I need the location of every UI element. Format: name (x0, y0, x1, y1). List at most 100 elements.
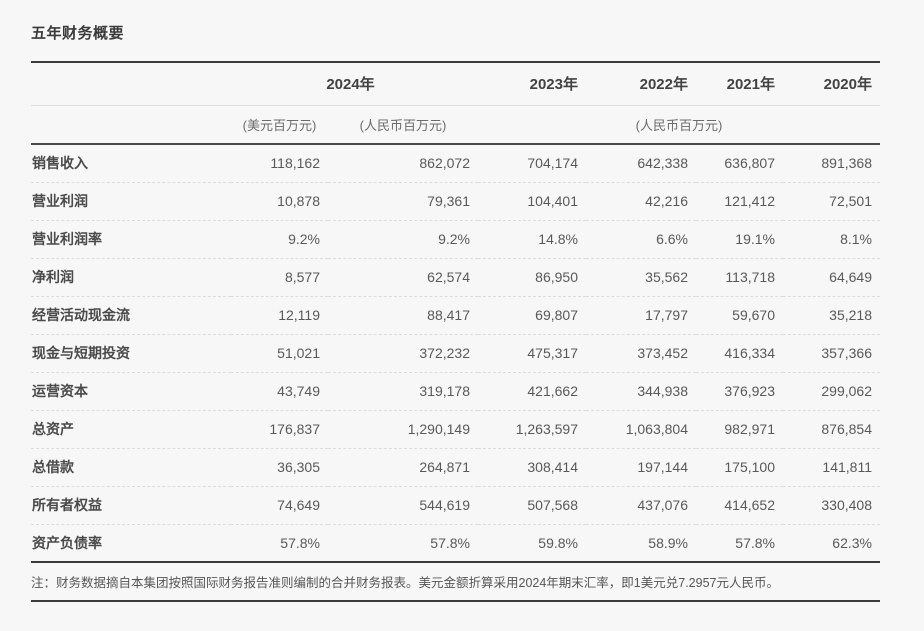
cell-value-2021: 175,100 (696, 448, 783, 487)
cell-value-2023: 308,414 (478, 448, 586, 487)
cell-value-2020: 357,366 (783, 334, 880, 373)
row-label: 营业利润 (31, 182, 231, 221)
unit-header-row: (美元百万元) (人民币百万元) (人民币百万元) (31, 105, 880, 145)
cell-value-2024-rmb: 264,871 (328, 448, 478, 487)
year-header-2020: 2020年 (783, 62, 880, 106)
cell-value-2024-rmb: 319,178 (328, 372, 478, 411)
cell-value-2023: 104,401 (478, 182, 586, 221)
row-label: 资产负债率 (31, 524, 231, 563)
cell-value-2021: 57.8% (696, 524, 783, 563)
row-label: 净利润 (31, 258, 231, 297)
cell-value-2021: 59,670 (696, 296, 783, 335)
cell-value-2023: 704,174 (478, 144, 586, 183)
cell-value-2022: 6.6% (586, 220, 696, 259)
cell-value-2021: 636,807 (696, 144, 783, 183)
footnote: 注：财务数据摘自本集团按照国际财务报告准则编制的合并财务报表。美元金额折算采用2… (31, 563, 880, 602)
cell-value-2024-rmb: 544,619 (328, 486, 478, 525)
row-label: 所有者权益 (31, 486, 231, 525)
cell-value-2023: 59.8% (478, 524, 586, 563)
row-label: 营业利润率 (31, 220, 231, 259)
year-header-2021: 2021年 (696, 62, 783, 106)
cell-value-2024-usd: 118,162 (231, 144, 328, 183)
cell-value-2020: 72,501 (783, 182, 880, 221)
cell-value-2024-rmb: 1,290,149 (328, 410, 478, 449)
cell-value-2021: 376,923 (696, 372, 783, 411)
cell-value-2024-rmb: 88,417 (328, 296, 478, 335)
cell-value-2020: 64,649 (783, 258, 880, 297)
page-title: 五年财务概要 (31, 25, 125, 42)
cell-value-2023: 475,317 (478, 334, 586, 373)
cell-value-2021: 113,718 (696, 258, 783, 297)
cell-value-2020: 891,368 (783, 144, 880, 183)
empty-unit-cell (31, 105, 231, 145)
cell-value-2021: 982,971 (696, 410, 783, 449)
row-label: 现金与短期投资 (31, 334, 231, 373)
cell-value-2022: 1,063,804 (586, 410, 696, 449)
empty-corner-cell (31, 62, 231, 106)
cell-value-2020: 330,408 (783, 486, 880, 525)
table-row: 营业利润率 9.2% 9.2% 14.8% 6.6% 19.1% 8.1% (31, 220, 880, 259)
table-row: 资产负债率 57.8% 57.8% 59.8% 58.9% 57.8% 62.3% (31, 524, 880, 563)
cell-value-2024-rmb: 372,232 (328, 334, 478, 373)
cell-value-2022: 642,338 (586, 144, 696, 183)
cell-value-2023: 421,662 (478, 372, 586, 411)
cell-value-2021: 121,412 (696, 182, 783, 221)
cell-value-2020: 35,218 (783, 296, 880, 335)
unit-header-usd: (美元百万元) (231, 105, 328, 145)
row-label: 总资产 (31, 410, 231, 449)
table-row: 运营资本 43,749 319,178 421,662 344,938 376,923 2… (31, 372, 880, 411)
cell-value-2020: 299,062 (783, 372, 880, 411)
table-row: 销售收入 118,162 862,072 704,174 642,338 636,807… (31, 144, 880, 183)
year-header-row: 2024年 2023年 2022年 2021年 2020年 (31, 62, 880, 106)
year-header-2023: 2023年 (478, 62, 586, 106)
cell-value-2023: 1,263,597 (478, 410, 586, 449)
table-row: 净利润 8,577 62,574 86,950 35,562 113,718 64,649 (31, 258, 880, 297)
row-label: 运营资本 (31, 372, 231, 411)
table-body: 销售收入 118,162 862,072 704,174 642,338 636,807… (31, 144, 880, 563)
year-header-2024: 2024年 (231, 62, 478, 106)
cell-value-2022: 17,797 (586, 296, 696, 335)
table-header: 2024年 2023年 2022年 2021年 2020年 (美元百万元) (人… (31, 62, 880, 145)
cell-value-2024-usd: 51,021 (231, 334, 328, 373)
cell-value-2023: 507,568 (478, 486, 586, 525)
table-row: 总资产 176,837 1,290,149 1,263,597 1,063,804 98… (31, 410, 880, 449)
cell-value-2024-usd: 12,119 (231, 296, 328, 335)
cell-value-2024-usd: 10,878 (231, 182, 328, 221)
cell-value-2021: 19.1% (696, 220, 783, 259)
cell-value-2022: 42,216 (586, 182, 696, 221)
cell-value-2022: 373,452 (586, 334, 696, 373)
table-row: 经营活动现金流 12,119 88,417 69,807 17,797 59,670 35… (31, 296, 880, 335)
table-row: 现金与短期投资 51,021 372,232 475,317 373,452 416,3… (31, 334, 880, 373)
cell-value-2024-rmb: 79,361 (328, 182, 478, 221)
unit-header-rmb-group: (人民币百万元) (478, 105, 880, 145)
year-header-2022: 2022年 (586, 62, 696, 106)
cell-value-2024-usd: 74,649 (231, 486, 328, 525)
cell-value-2024-rmb: 62,574 (328, 258, 478, 297)
cell-value-2024-usd: 57.8% (231, 524, 328, 563)
cell-value-2020: 62.3% (783, 524, 880, 563)
cell-value-2020: 876,854 (783, 410, 880, 449)
cell-value-2024-usd: 36,305 (231, 448, 328, 487)
table-row: 所有者权益 74,649 544,619 507,568 437,076 414,652… (31, 486, 880, 525)
five-year-financial-table: 2024年 2023年 2022年 2021年 2020年 (美元百万元) (人… (31, 61, 880, 563)
cell-value-2022: 197,144 (586, 448, 696, 487)
row-label: 总借款 (31, 448, 231, 487)
cell-value-2024-usd: 43,749 (231, 372, 328, 411)
cell-value-2021: 416,334 (696, 334, 783, 373)
cell-value-2023: 69,807 (478, 296, 586, 335)
cell-value-2024-usd: 9.2% (231, 220, 328, 259)
cell-value-2024-rmb: 57.8% (328, 524, 478, 563)
cell-value-2023: 86,950 (478, 258, 586, 297)
cell-value-2020: 8.1% (783, 220, 880, 259)
cell-value-2024-usd: 8,577 (231, 258, 328, 297)
cell-value-2021: 414,652 (696, 486, 783, 525)
cell-value-2024-usd: 176,837 (231, 410, 328, 449)
unit-header-rmb: (人民币百万元) (328, 105, 478, 145)
row-label: 经营活动现金流 (31, 296, 231, 335)
cell-value-2022: 344,938 (586, 372, 696, 411)
row-label: 销售收入 (31, 144, 231, 183)
cell-value-2022: 58.9% (586, 524, 696, 563)
table-row: 营业利润 10,878 79,361 104,401 42,216 121,412 72,… (31, 182, 880, 221)
cell-value-2024-rmb: 862,072 (328, 144, 478, 183)
